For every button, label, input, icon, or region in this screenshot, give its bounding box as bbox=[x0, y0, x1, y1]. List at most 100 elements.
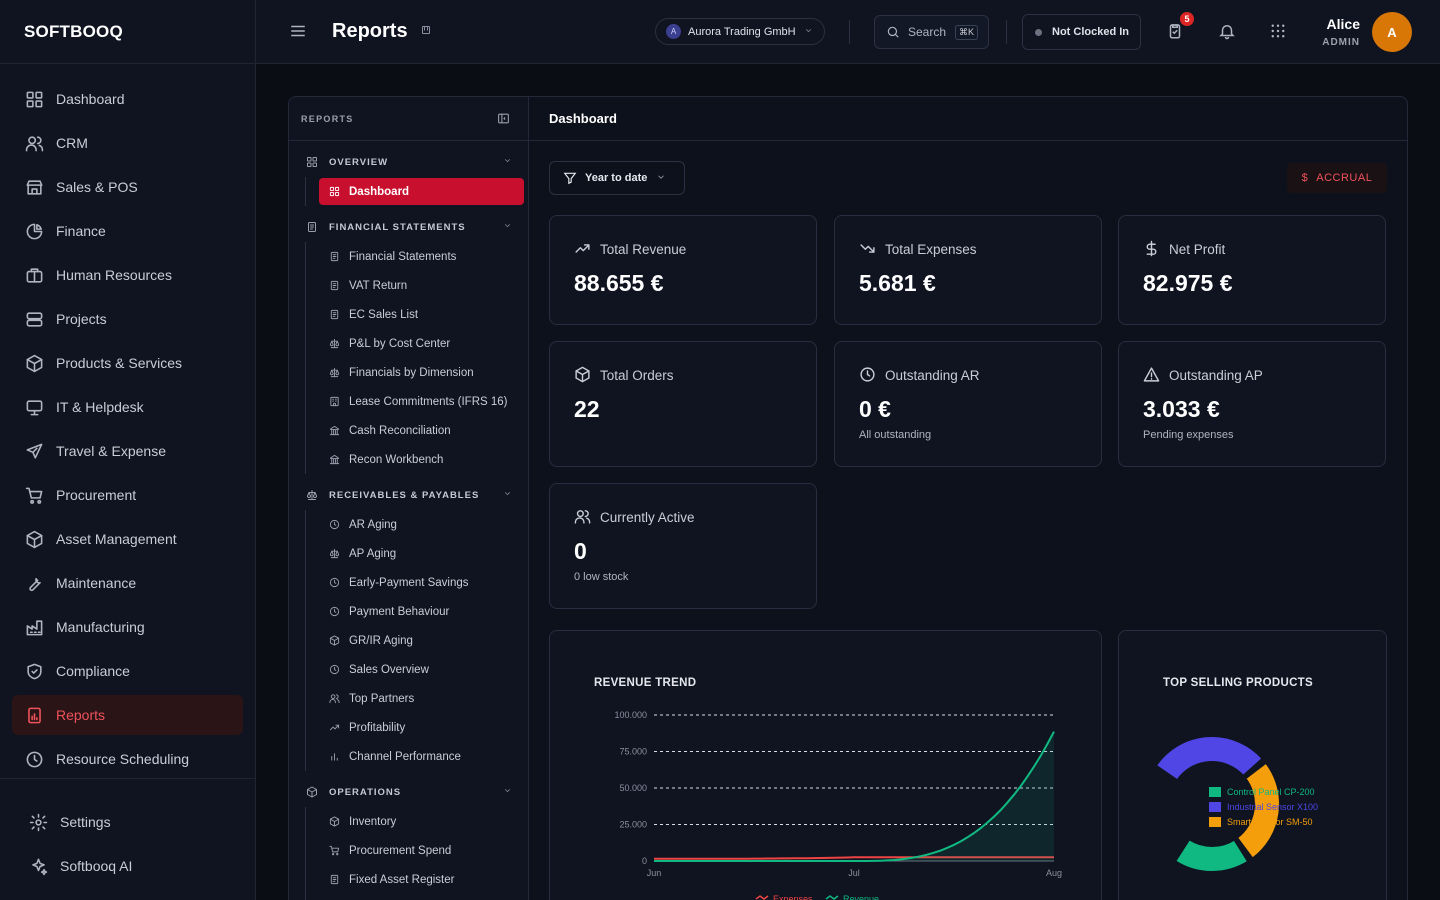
kpi-subtext: All outstanding bbox=[859, 429, 932, 441]
apps-grid-icon[interactable] bbox=[1269, 22, 1287, 45]
reports-item-sales-overview[interactable]: Sales Overview bbox=[306, 655, 528, 684]
reports-item-inventory[interactable]: Inventory bbox=[306, 807, 528, 836]
brand-logo[interactable]: SOFTBOOQ bbox=[0, 0, 255, 64]
sidebar-item-softbooq-ai[interactable]: Softbooq AI bbox=[0, 844, 256, 888]
sidebar-item-products-and-services[interactable]: Products & Services bbox=[0, 341, 255, 385]
sidebar-item-maintenance[interactable]: Maintenance bbox=[0, 561, 255, 605]
reports-item-cash-reconciliation[interactable]: Cash Reconciliation bbox=[306, 416, 528, 445]
legend-label-revenue: Revenue bbox=[843, 894, 879, 900]
reports-item-label: Top Partners bbox=[349, 692, 415, 705]
kpi-value: 0 € bbox=[859, 396, 891, 422]
y-tick-label: 75.000 bbox=[619, 747, 647, 757]
sidebar-item-dashboard[interactable]: Dashboard bbox=[0, 77, 255, 121]
reports-item-gr-ir-aging[interactable]: GR/IR Aging bbox=[306, 626, 528, 655]
bank-icon bbox=[329, 425, 340, 436]
sidebar-item-sales-and-pos[interactable]: Sales & POS bbox=[0, 165, 255, 209]
reports-item-procurement-spend[interactable]: Procurement Spend bbox=[306, 836, 528, 865]
reports-group-financial-statements[interactable]: FINANCIAL STATEMENTS bbox=[289, 212, 528, 242]
reports-item-lease-commitments-ifrs-16[interactable]: Lease Commitments (IFRS 16) bbox=[306, 387, 528, 416]
user-role: ADMIN bbox=[1322, 37, 1360, 48]
package-icon bbox=[329, 635, 340, 646]
clock-in-button[interactable]: Not Clocked In bbox=[1022, 14, 1141, 50]
kpi-label: Total Expenses bbox=[885, 241, 977, 257]
sidebar-item-reports[interactable]: Reports bbox=[0, 693, 255, 737]
sidebar-item-human-resources[interactable]: Human Resources bbox=[0, 253, 255, 297]
reports-item-ec-sales-list[interactable]: EC Sales List bbox=[306, 300, 528, 329]
document-icon bbox=[329, 280, 340, 291]
store-icon bbox=[24, 177, 44, 197]
users-icon bbox=[24, 133, 44, 153]
sidebar-divider bbox=[0, 778, 256, 779]
reports-group-receivables-and-payables[interactable]: RECEIVABLES & PAYABLES bbox=[289, 480, 528, 510]
kpi-subtext: 0 low stock bbox=[574, 571, 629, 583]
reports-item-vat-return[interactable]: VAT Return bbox=[306, 271, 528, 300]
reports-group-overview[interactable]: OVERVIEW bbox=[289, 147, 528, 177]
top-products-card: TOP SELLING PRODUCTS Control Panel CP-20… bbox=[1118, 630, 1387, 900]
sidebar-item-crm[interactable]: CRM bbox=[0, 121, 255, 165]
reports-item-label: Procurement Spend bbox=[349, 844, 452, 857]
legend-swatch bbox=[1209, 802, 1221, 812]
pie-slice-industrial-sensor-x100[interactable] bbox=[1154, 735, 1264, 782]
reports-item-label: Lease Commitments (IFRS 16) bbox=[349, 395, 508, 408]
company-switcher[interactable]: A Aurora Trading GmbH bbox=[655, 18, 825, 45]
reports-item-label: Dashboard bbox=[349, 185, 410, 198]
trend-up-icon bbox=[574, 240, 592, 258]
sidebar-item-it-and-helpdesk[interactable]: IT & Helpdesk bbox=[0, 385, 255, 429]
kpi-value: 0 bbox=[574, 538, 587, 564]
package-icon bbox=[329, 816, 340, 827]
series-line-expenses bbox=[654, 856, 1054, 860]
reports-item-fixed-asset-register[interactable]: Fixed Asset Register bbox=[306, 865, 528, 894]
clipboard-check-icon[interactable] bbox=[1166, 22, 1184, 45]
x-tick-label: Jun bbox=[647, 868, 662, 878]
gear-icon bbox=[28, 812, 48, 832]
reports-item-label: Profitability bbox=[349, 721, 406, 734]
reports-item-pandl-by-cost-center[interactable]: P&L by Cost Center bbox=[306, 329, 528, 358]
reports-item-channel-performance[interactable]: Channel Performance bbox=[306, 742, 528, 771]
sidebar-item-projects[interactable]: Projects bbox=[0, 297, 255, 341]
reports-group-label: OPERATIONS bbox=[329, 786, 402, 798]
sidebar-item-compliance[interactable]: Compliance bbox=[0, 649, 255, 693]
scale-icon bbox=[306, 489, 318, 501]
document-icon bbox=[329, 309, 340, 320]
y-tick-label: 100.000 bbox=[614, 710, 647, 720]
user-name[interactable]: Alice bbox=[1326, 16, 1360, 32]
period-filter-dropdown[interactable]: Year to date bbox=[549, 161, 685, 195]
reports-item-payment-behaviour[interactable]: Payment Behaviour bbox=[306, 597, 528, 626]
reports-item-early-payment-savings[interactable]: Early-Payment Savings bbox=[306, 568, 528, 597]
pie-slice-smart-monitor-sm-50[interactable] bbox=[1235, 761, 1281, 860]
bar-chart-icon bbox=[329, 751, 340, 762]
sidebar-item-manufacturing[interactable]: Manufacturing bbox=[0, 605, 255, 649]
reports-item-recon-workbench[interactable]: Recon Workbench bbox=[306, 445, 528, 474]
bookmark-icon[interactable] bbox=[420, 24, 432, 42]
server-icon bbox=[24, 309, 44, 329]
collapse-panel-icon[interactable] bbox=[497, 112, 510, 127]
reports-group-operations[interactable]: OPERATIONS bbox=[289, 777, 528, 807]
reports-item-financials-by-dimension[interactable]: Financials by Dimension bbox=[306, 358, 528, 387]
sidebar-item-finance[interactable]: Finance bbox=[0, 209, 255, 253]
reports-item-ar-aging[interactable]: AR Aging bbox=[306, 510, 528, 539]
sidebar-item-label: Products & Services bbox=[56, 355, 183, 371]
sidebar-item-procurement[interactable]: Procurement bbox=[0, 473, 255, 517]
hamburger-menu-icon[interactable] bbox=[289, 22, 307, 45]
sidebar-item-resource-scheduling[interactable]: Resource Scheduling bbox=[0, 737, 255, 781]
cart-icon bbox=[329, 845, 340, 856]
document-icon bbox=[329, 874, 340, 885]
search-button[interactable]: Search ⌘K bbox=[874, 15, 989, 49]
pie-slice-control-panel-cp-200[interactable] bbox=[1173, 837, 1250, 873]
sidebar-item-travel-and-expense[interactable]: Travel & Expense bbox=[0, 429, 255, 473]
reports-item-financial-statements[interactable]: Financial Statements bbox=[306, 242, 528, 271]
sidebar-item-settings[interactable]: Settings bbox=[0, 800, 256, 844]
reports-item-top-partners[interactable]: Top Partners bbox=[306, 684, 528, 713]
x-tick-label: Aug bbox=[1046, 868, 1062, 878]
reports-item-production-overview[interactable]: Production Overview bbox=[306, 894, 528, 900]
pie-chart-icon bbox=[24, 221, 44, 241]
sidebar-item-asset-management[interactable]: Asset Management bbox=[0, 517, 255, 561]
reports-item-dashboard[interactable]: Dashboard bbox=[306, 177, 528, 206]
sidebar-item-label: Resource Scheduling bbox=[56, 751, 190, 767]
accounting-basis-toggle[interactable]: $ ACCRUAL bbox=[1287, 163, 1387, 193]
reports-item-profitability[interactable]: Profitability bbox=[306, 713, 528, 742]
user-avatar[interactable]: A bbox=[1372, 12, 1412, 52]
bell-icon[interactable] bbox=[1218, 22, 1236, 45]
briefcase-icon bbox=[24, 265, 44, 285]
reports-item-ap-aging[interactable]: AP Aging bbox=[306, 539, 528, 568]
